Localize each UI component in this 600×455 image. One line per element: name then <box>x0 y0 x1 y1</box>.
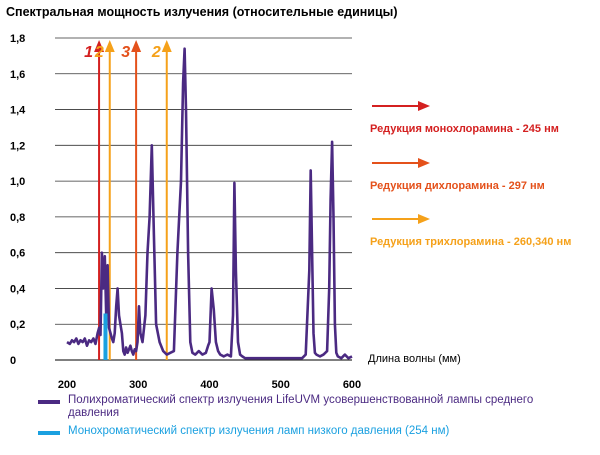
legend-swatch-monochromatic <box>38 431 60 435</box>
marker-label: 1 <box>84 44 93 61</box>
x-tick-labels: 200 300 400 500 600 <box>58 379 361 391</box>
x-tick-label: 500 <box>272 379 290 391</box>
y-tick-label: 1,4 <box>10 105 26 117</box>
y-tick-label: 0,2 <box>10 319 25 331</box>
annotation-arrow-head <box>418 214 430 224</box>
marker-label: 3 <box>121 44 130 61</box>
y-tick-label: 0,6 <box>10 248 25 260</box>
x-tick-label: 600 <box>343 379 361 391</box>
marker-arrow-head <box>161 40 172 52</box>
annotation-arrow-head <box>418 158 430 168</box>
marker-arrow-head <box>94 40 105 52</box>
y-tick-label: 0,8 <box>10 212 25 224</box>
y-tick-label: 0,4 <box>10 283 26 295</box>
y-tick-label: 0 <box>10 355 16 367</box>
x-tick-label: 300 <box>129 379 147 391</box>
x-axis-label: Длина волны (мм) <box>368 353 461 365</box>
marker-label: 2 <box>94 44 104 61</box>
annotations: Редукция монохлорамина - 245 нм Редукция … <box>370 101 571 248</box>
series-bar-monochromatic <box>103 313 108 360</box>
marker-arrow-head <box>131 40 142 52</box>
legend-label-monochromatic: Монохроматический спектр излучения ламп … <box>68 425 450 437</box>
legend-item-polychromatic: Полихроматический спектр излучения LifeU… <box>38 394 538 420</box>
marker-arrow-head <box>104 40 115 52</box>
x-tick-label: 400 <box>200 379 218 391</box>
y-tick-label: 1,0 <box>10 176 25 188</box>
legend-label-polychromatic: Полихроматический спектр излучения LifeU… <box>68 394 534 419</box>
annotation-arrow-head <box>418 101 430 111</box>
y-tick-label: 1,6 <box>10 69 25 81</box>
chart-title: Спектральная мощность излучения (относит… <box>6 5 398 19</box>
annotation-label: Редукция трихлорамина - 260,340 нм <box>370 236 571 248</box>
y-tick-label: 1,8 <box>10 33 25 45</box>
series-layer <box>66 47 353 360</box>
y-tick-label: 1,2 <box>10 140 25 152</box>
series-line-polychromatic <box>66 47 353 360</box>
legend-item-monochromatic: Монохроматический спектр излучения ламп … <box>38 425 538 438</box>
x-tick-label: 200 <box>58 379 76 391</box>
legend-swatch-polychromatic <box>38 400 60 404</box>
annotation-label: Редукция монохлорамина - 245 нм <box>370 123 559 135</box>
y-tick-labels: 0 0,2 0,4 0,6 0,8 1,0 1,2 1,4 1,6 1,8 <box>10 33 26 367</box>
annotation-label: Редукция дихлорамина - 297 нм <box>370 180 545 192</box>
marker-label: 2 <box>151 44 161 61</box>
